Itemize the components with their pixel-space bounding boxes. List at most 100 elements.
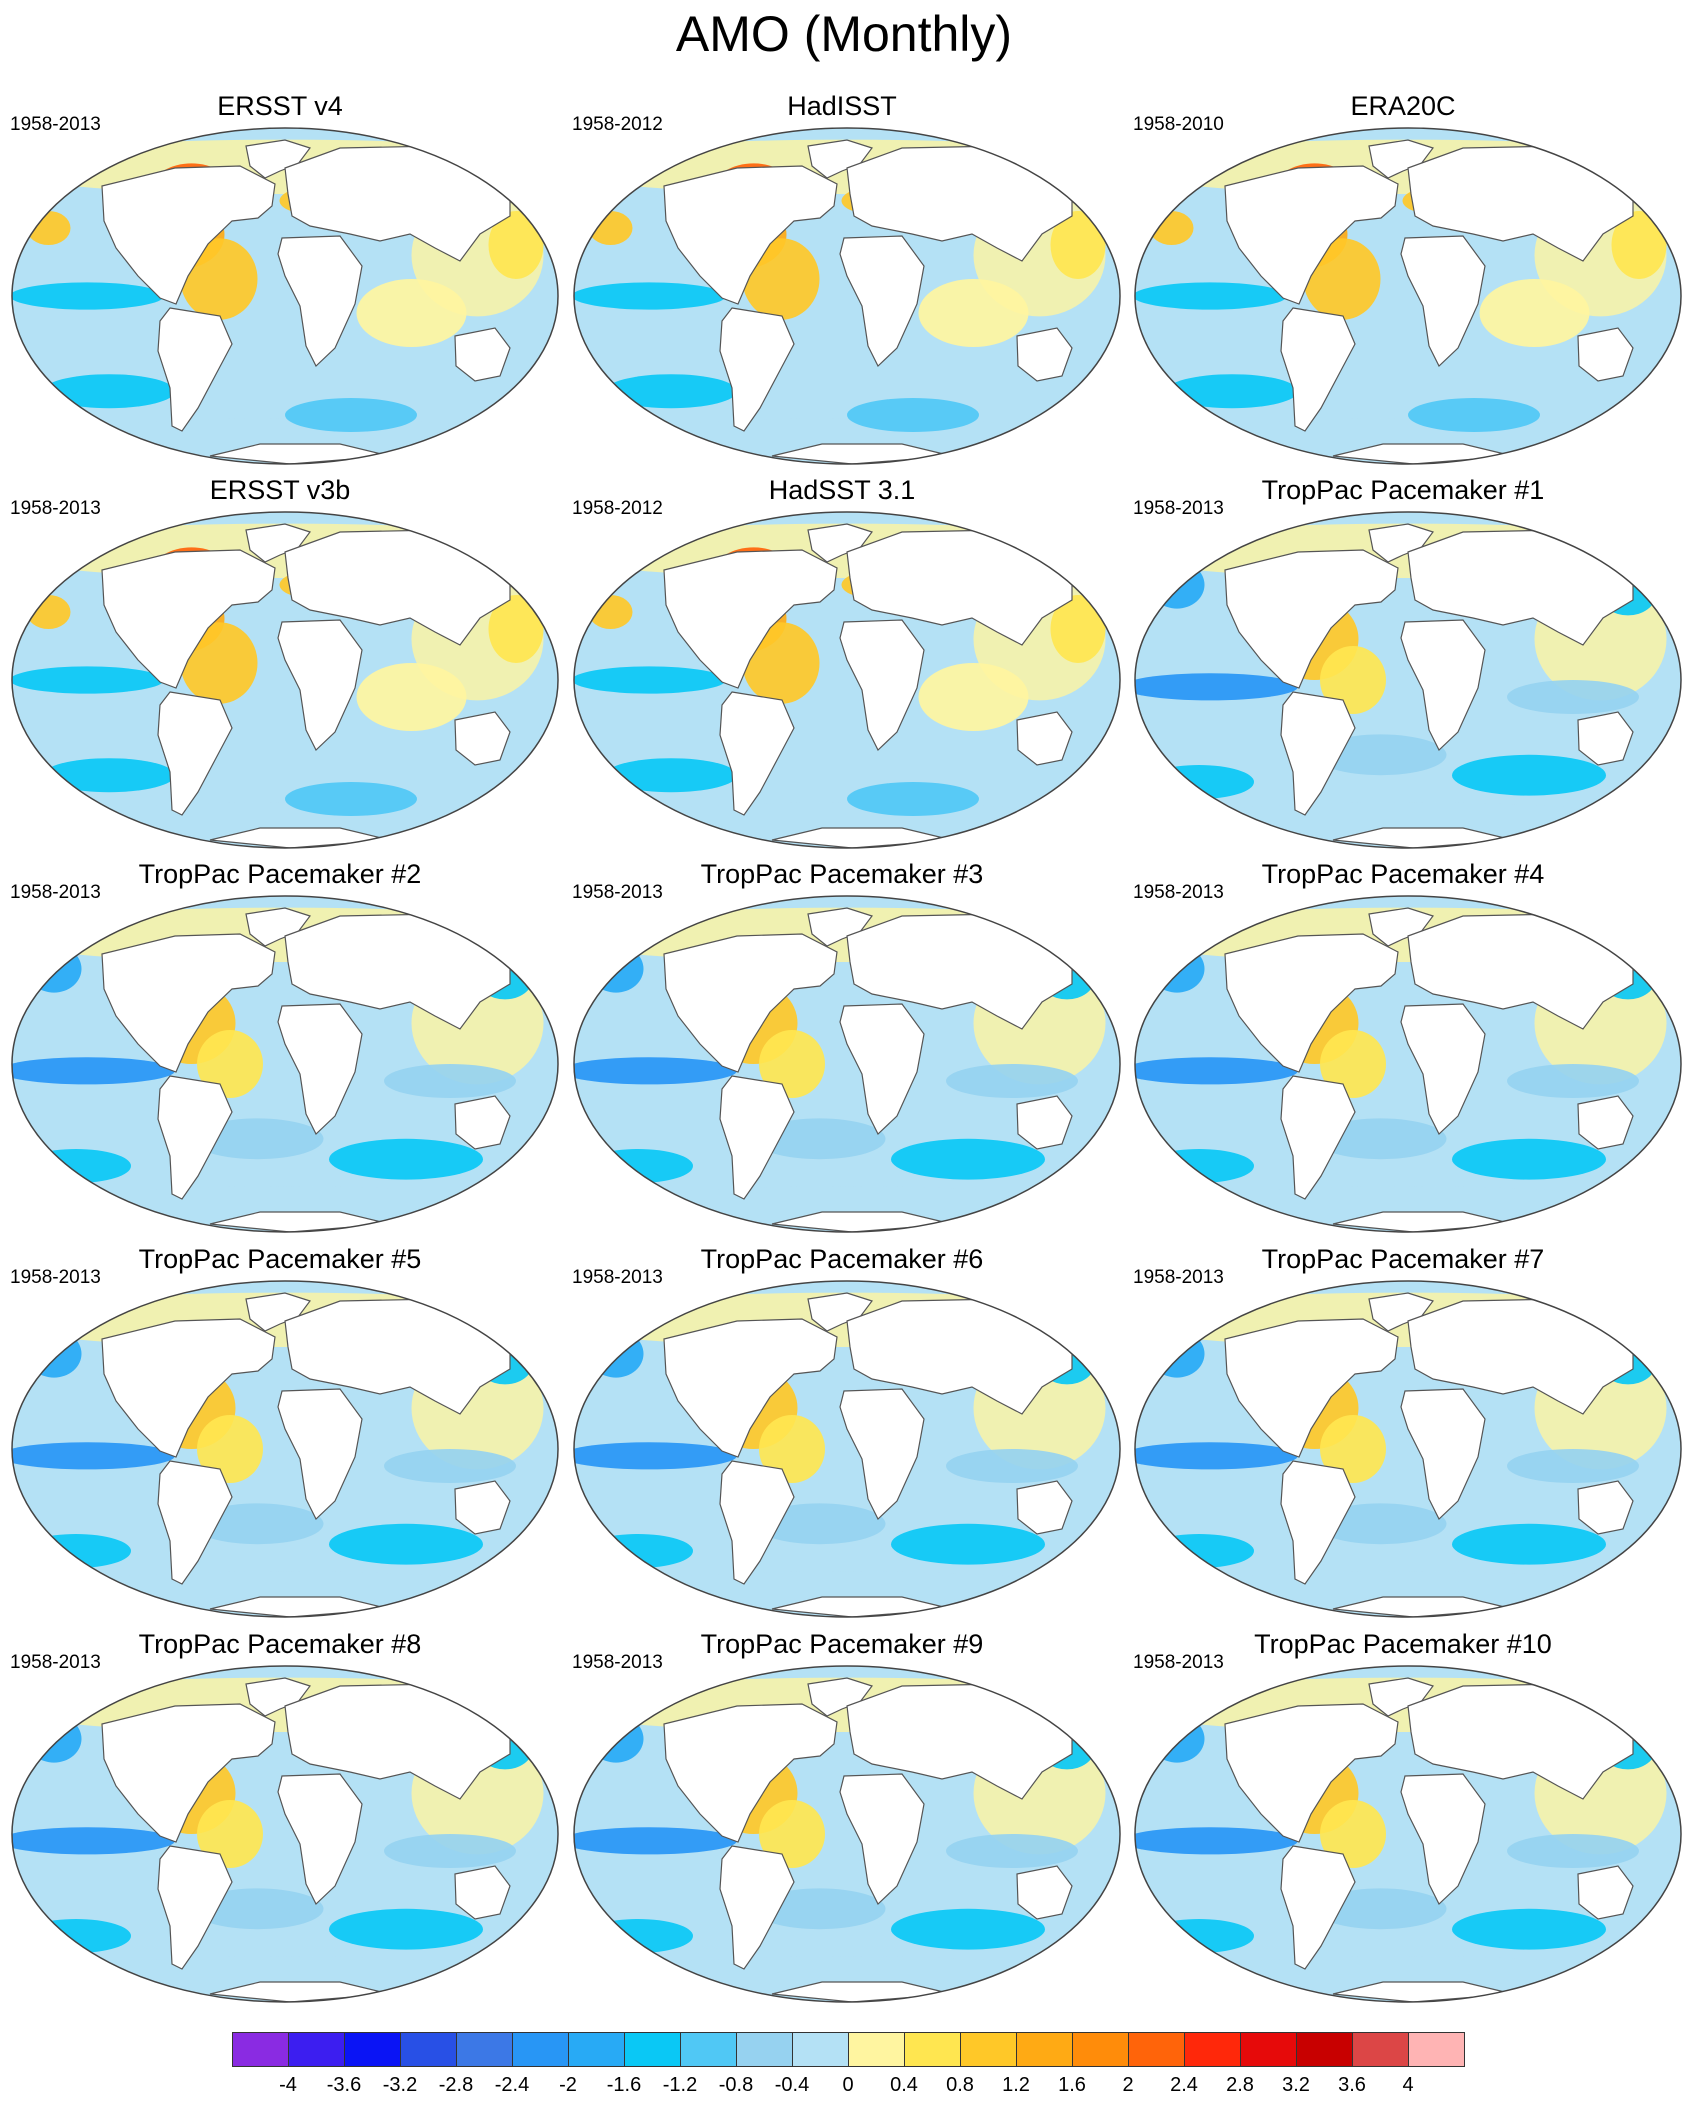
anomaly-region (742, 622, 820, 704)
anomaly-region (21, 1534, 131, 1568)
panel-period: 1958-2012 (572, 114, 663, 135)
anomaly-region (891, 1908, 1045, 1950)
map-border (1134, 1280, 1682, 1618)
anomaly-region (488, 595, 544, 663)
map-border (11, 1665, 559, 2003)
panel-period: 1958-2013 (1133, 882, 1224, 903)
anomaly-region (1144, 1149, 1254, 1183)
anomaly-region (759, 1800, 825, 1868)
anomaly-region (1320, 1415, 1386, 1483)
map-panel: TropPac Pacemaker #1 1958-2013 (1123, 474, 1683, 850)
continent (209, 1596, 391, 1617)
world-map (11, 1665, 559, 2003)
anomaly-region (1452, 1908, 1606, 1950)
world-map (1134, 895, 1682, 1233)
continent (454, 711, 511, 766)
anomaly-region (605, 374, 737, 409)
anomaly-region (1135, 1827, 1298, 1855)
map-border (11, 127, 559, 465)
panel-period: 1958-2013 (10, 114, 101, 135)
continent (1280, 307, 1356, 432)
anomaly-region (946, 1449, 1078, 1483)
continent (1016, 1480, 1073, 1535)
anomaly-region (847, 398, 979, 432)
anomaly-region (180, 622, 258, 704)
panel-title: TropPac Pacemaker #10 (1254, 1629, 1552, 1659)
continent (209, 1981, 391, 2002)
panel-period: 1958-2013 (10, 498, 101, 519)
anomaly-region (583, 1534, 693, 1568)
panel-period: 1958-2013 (572, 1267, 663, 1288)
anomaly-region (26, 1715, 82, 1763)
continent (209, 1211, 391, 1232)
anomaly-region (753, 1503, 886, 1545)
anomaly-region (384, 1064, 516, 1098)
continent (663, 1703, 838, 1843)
anomaly-region (12, 1057, 175, 1085)
anomaly-region (1166, 374, 1298, 409)
continent (839, 1773, 925, 1905)
anomaly-region (918, 279, 1029, 347)
anomaly-region (329, 1523, 483, 1565)
anomaly-region (329, 1138, 483, 1180)
map-panel: TropPac Pacemaker #5 1958-2013 (0, 1243, 560, 1619)
continent (209, 827, 391, 848)
continent (157, 1075, 233, 1200)
continent (663, 549, 838, 689)
continent (839, 1003, 925, 1135)
anomaly-region (1135, 673, 1298, 701)
continent (454, 1865, 511, 1920)
map-border (1134, 127, 1682, 465)
continent (101, 549, 276, 689)
panel-title: TropPac Pacemaker #7 (1261, 1244, 1545, 1274)
anomaly-region (574, 1442, 737, 1470)
world-map (1134, 511, 1682, 849)
continent (839, 619, 925, 751)
world-map (1134, 127, 1682, 465)
anomaly-region (26, 945, 82, 993)
continent (839, 1388, 925, 1520)
anomaly-region (191, 1118, 324, 1160)
anomaly-region (384, 1449, 516, 1483)
continent (719, 1460, 795, 1585)
anomaly-region (21, 1919, 131, 1953)
continent (1332, 443, 1514, 464)
anomaly-region (1452, 1138, 1606, 1180)
continent (1577, 1480, 1634, 1535)
anomaly-region (356, 279, 467, 347)
anomaly-region (574, 666, 726, 694)
continent (157, 691, 233, 816)
continent (1332, 1596, 1514, 1617)
anomaly-region (891, 1138, 1045, 1180)
anomaly-region (1144, 765, 1254, 799)
panel-title: TropPac Pacemaker #3 (700, 859, 984, 889)
map-border (1134, 1665, 1682, 2003)
continent (454, 1480, 511, 1535)
anomaly-region (1314, 1888, 1447, 1930)
anomaly-region (1507, 680, 1639, 714)
panel-period: 1958-2013 (572, 1652, 663, 1673)
map-panel: TropPac Pacemaker #2 1958-2013 (0, 858, 560, 1234)
world-map (11, 1280, 559, 1618)
anomaly-region (1408, 398, 1540, 432)
anomaly-region (329, 1908, 483, 1950)
anomaly-region (285, 398, 417, 432)
continent (1400, 1773, 1486, 1905)
continent (1577, 327, 1634, 382)
continent (1224, 549, 1399, 689)
map-border (1134, 895, 1682, 1233)
map-panel: ERSST v3b 1958-2013 (0, 474, 560, 850)
map-panel: TropPac Pacemaker #3 1958-2013 (562, 858, 1122, 1234)
world-map (11, 511, 559, 849)
world-map (573, 1665, 1121, 2003)
anomaly-region (1314, 734, 1447, 776)
map-border (573, 1280, 1121, 1618)
map-panel: TropPac Pacemaker #7 1958-2013 (1123, 1243, 1683, 1619)
anomaly-region (574, 1827, 737, 1855)
anomaly-region (1135, 1057, 1298, 1085)
continent (1224, 165, 1399, 305)
anomaly-region (285, 782, 417, 816)
continent (277, 619, 363, 751)
continent (157, 1845, 233, 1970)
continent (1280, 691, 1356, 816)
